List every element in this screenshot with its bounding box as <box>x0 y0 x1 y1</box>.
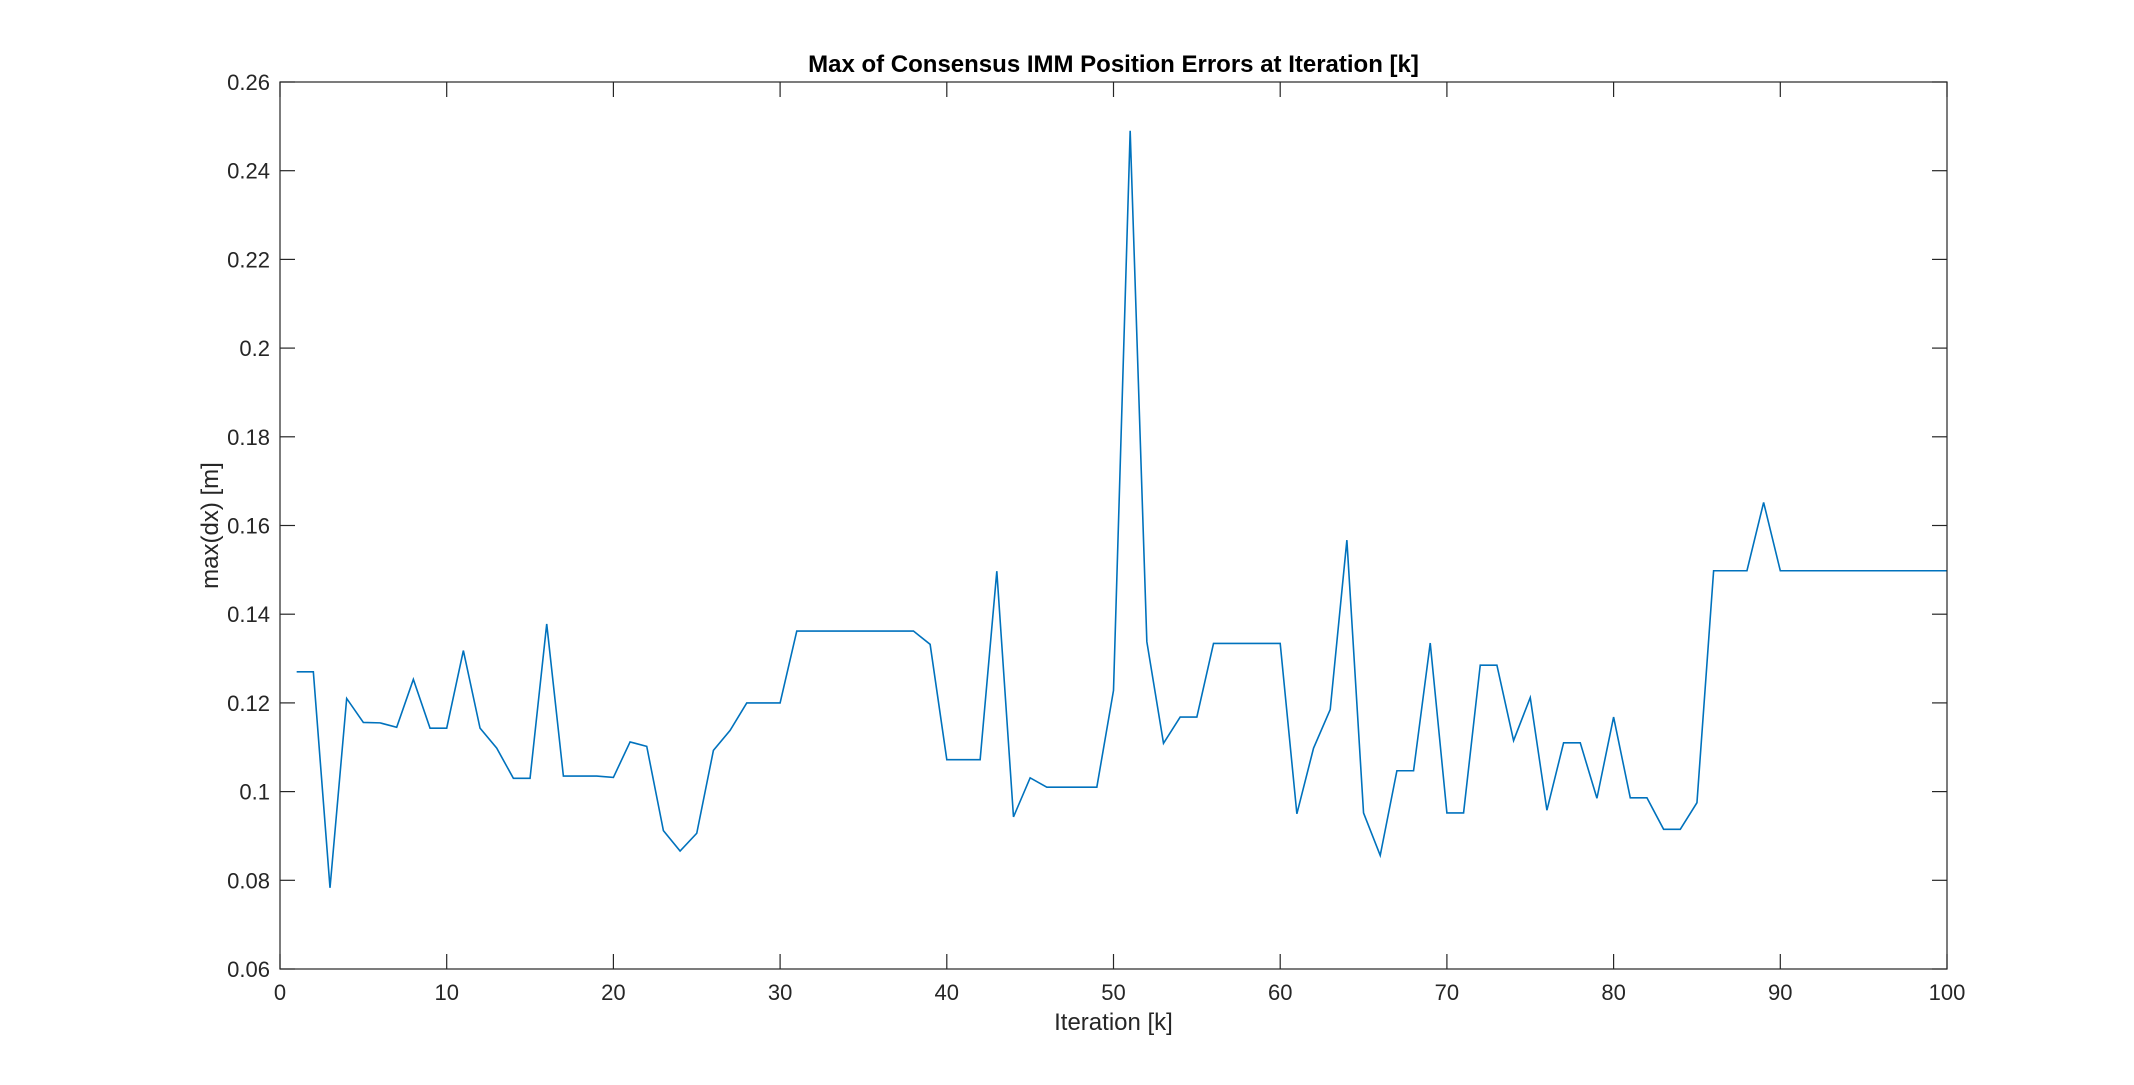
x-tick-label: 40 <box>935 980 959 1005</box>
y-tick-label: 0.18 <box>227 425 270 450</box>
y-tick-label: 0.2 <box>239 336 270 361</box>
x-tick-label: 30 <box>768 980 792 1005</box>
x-tick-label: 60 <box>1268 980 1292 1005</box>
y-tick-label: 0.26 <box>227 70 270 95</box>
y-axis-label: max(dx) [m] <box>197 462 224 589</box>
y-tick-label: 0.14 <box>227 602 270 627</box>
axes-box <box>279 81 1948 970</box>
y-tick-label: 0.16 <box>227 514 270 539</box>
x-tick-label: 50 <box>1101 980 1125 1005</box>
series-line <box>296 130 1947 888</box>
plot-area <box>280 82 1947 969</box>
x-tick-label: 100 <box>1929 980 1966 1005</box>
x-tick-label: 80 <box>1601 980 1625 1005</box>
x-tick-label: 90 <box>1768 980 1792 1005</box>
y-tick-label: 0.12 <box>227 691 270 716</box>
x-axis-label: Iteration [k] <box>1054 1009 1173 1036</box>
chart-title: Max of Consensus IMM Position Errors at … <box>808 51 1419 78</box>
y-tick-label: 0.24 <box>227 159 270 184</box>
y-tick-label: 0.1 <box>239 780 270 805</box>
x-tick-label: 10 <box>434 980 458 1005</box>
y-tick-label: 0.08 <box>227 868 270 893</box>
y-tick-label: 0.22 <box>227 247 270 272</box>
x-tick-label: 0 <box>274 980 286 1005</box>
tick-labels: 0 10 20 30 40 50 60 70 80 90 100 0.06 0.08 0.1 0.12 0.1… <box>227 70 1965 1005</box>
x-tick-label: 20 <box>601 980 625 1005</box>
x-tick-label: 70 <box>1435 980 1459 1005</box>
y-tick-label: 0.06 <box>227 957 270 982</box>
